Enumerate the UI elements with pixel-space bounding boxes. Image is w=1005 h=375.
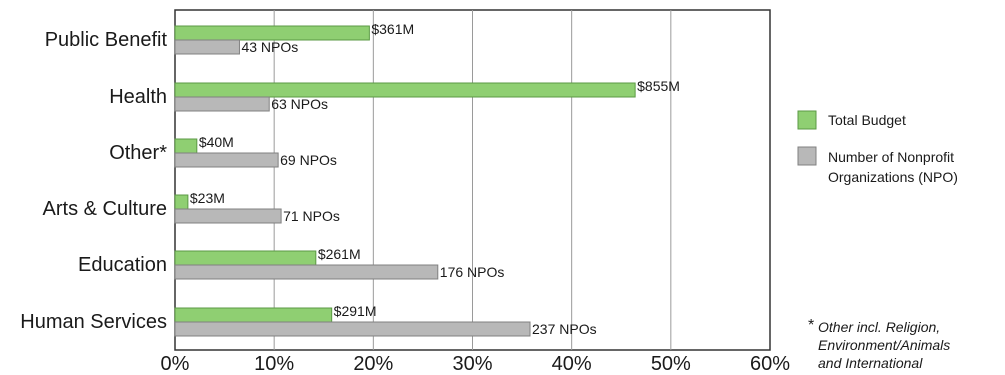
gridlines: [273, 10, 672, 350]
category-labels: Public Benefit Health Other* Arts & Culture…: [20, 29, 167, 333]
x-tick-label: 50%: [651, 353, 691, 375]
data-label-total-budget: $361M: [371, 21, 414, 37]
legend: Total Budget Number of Nonprofit Organiz…: [797, 110, 958, 185]
category-label: Human Services: [20, 311, 167, 333]
bar-npo-count: [174, 152, 279, 168]
x-tick-label: 30%: [452, 353, 492, 375]
x-tick-label: 60%: [750, 353, 790, 375]
data-label-total-budget: $40M: [199, 134, 234, 150]
x-tick-labels: 0% 10% 20% 30% 40% 50% 60%: [161, 353, 791, 375]
data-label-npo-count: 63 NPOs: [271, 96, 328, 112]
category-label: Education: [78, 254, 167, 276]
data-label-total-budget: $291M: [334, 303, 377, 319]
footnote-star: *: [808, 317, 814, 334]
legend-label-npo-line1: Number of Nonprofit: [828, 149, 954, 165]
bar-npo-count: [174, 39, 240, 55]
bar-total-budget: [174, 307, 333, 323]
x-tick-label: 10%: [254, 353, 294, 375]
bar-total-budget: [174, 25, 370, 41]
bar-npo-count: [174, 264, 439, 280]
data-label-total-budget: $261M: [318, 246, 361, 262]
legend-label-total-budget: Total Budget: [828, 112, 906, 128]
bar-total-budget: [174, 194, 189, 210]
bar-npo-count: [174, 208, 282, 224]
data-label-npo-count: 237 NPOs: [532, 321, 597, 337]
category-label: Other*: [109, 142, 167, 164]
data-label-npo-count: 71 NPOs: [283, 208, 340, 224]
footnote-line-3: and International: [818, 355, 923, 371]
legend-swatch-total-budget: [797, 110, 817, 130]
bar-total-budget: [174, 138, 198, 154]
data-label-npo-count: 176 NPOs: [440, 264, 505, 280]
bar-total-budget: [174, 82, 636, 98]
category-label: Health: [109, 86, 167, 108]
data-label-total-budget: $855M: [637, 78, 680, 94]
x-tick-label: 0%: [161, 353, 190, 375]
footnote: * Other incl. Religion, Environment/Anim…: [808, 317, 950, 371]
category-label: Public Benefit: [45, 29, 168, 51]
legend-label-npo-line2: Organizations (NPO): [828, 169, 958, 185]
legend-swatch-npo: [797, 146, 817, 166]
bars: [174, 25, 636, 337]
x-tick-label: 20%: [353, 353, 393, 375]
data-label-npo-count: 43 NPOs: [241, 39, 298, 55]
x-tick-label: 40%: [552, 353, 592, 375]
bar-total-budget: [174, 250, 317, 266]
data-label-total-budget: $23M: [190, 190, 225, 206]
footnote-line-2: Environment/Animals: [818, 337, 950, 353]
category-label: Arts & Culture: [43, 198, 167, 220]
footnote-line-1: Other incl. Religion,: [818, 319, 940, 335]
bar-npo-count: [174, 96, 270, 112]
data-label-npo-count: 69 NPOs: [280, 152, 337, 168]
bar-npo-count: [174, 321, 531, 337]
data-labels: $361M 43 NPOs $855M 63 NPOs $40M 69 NPOs $23M 7…: [190, 21, 680, 337]
